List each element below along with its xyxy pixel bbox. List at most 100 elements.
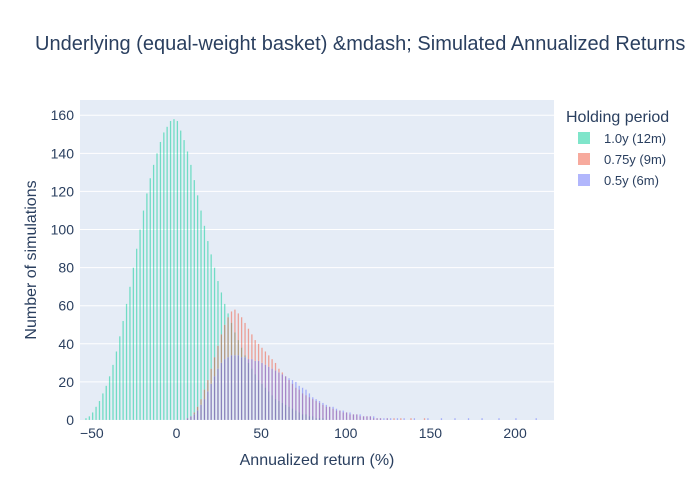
histogram-bars: [85, 118, 538, 421]
histogram-bar: [284, 376, 287, 421]
legend-items: 1.0y (12m) 0.75y (9m) 0.5y (6m): [578, 131, 666, 188]
histogram-bar: [95, 406, 97, 421]
histogram-bar: [410, 418, 412, 421]
histogram-bar: [183, 139, 185, 421]
histogram-bar: [200, 404, 202, 421]
histogram-bar: [379, 418, 382, 421]
histogram-bar: [162, 132, 165, 421]
histogram-bar: [295, 381, 297, 421]
histogram-bar: [349, 412, 351, 421]
histogram-bar: [223, 358, 226, 421]
histogram-bar: [108, 376, 111, 421]
histogram-bar: [366, 416, 368, 421]
x-tick-label: 200: [503, 425, 527, 441]
histogram-bar: [383, 418, 385, 421]
histogram-bar: [467, 418, 470, 421]
legend-item[interactable]: 0.5y (6m): [578, 173, 659, 188]
histogram-bar: [318, 400, 321, 421]
x-tick-label: −50: [80, 425, 104, 441]
histogram-bar: [196, 410, 199, 421]
histogram-bar: [169, 120, 172, 421]
legend: Holding period 1.0y (12m) 0.75y (9m) 0.5y …: [566, 109, 669, 188]
legend-swatch: [578, 174, 590, 186]
y-gridlines: [80, 114, 554, 383]
histogram-bar: [186, 418, 189, 421]
histogram-bar: [217, 368, 219, 421]
y-axis-ticks: 0 20 40 60 80 100 120 140 160: [51, 107, 75, 428]
histogram-bar: [396, 418, 399, 421]
histogram-bar: [372, 416, 375, 421]
chart-title: Underlying (equal-weight basket) &mdash;…: [35, 33, 685, 55]
y-tick-label: 120: [51, 183, 75, 199]
histogram-bar: [281, 374, 284, 421]
histogram-bar: [179, 130, 182, 421]
legend-item[interactable]: 1.0y (12m): [578, 131, 666, 146]
legend-swatch: [578, 132, 590, 144]
histogram-bar: [345, 412, 348, 421]
legend-swatch: [578, 153, 590, 165]
histogram-bar: [440, 418, 443, 421]
histogram-bar: [190, 416, 192, 421]
y-tick-label: 160: [51, 107, 75, 123]
histogram-bar: [88, 416, 91, 421]
histogram-bar: [135, 248, 138, 421]
series-0-bars: [85, 118, 324, 421]
histogram-bar: [122, 320, 124, 421]
histogram-bar: [389, 418, 392, 421]
histogram-bar: [535, 418, 538, 421]
histogram-bar: [152, 164, 155, 421]
histogram-bar: [339, 410, 341, 421]
histogram-bar: [376, 418, 378, 421]
histogram-bar: [166, 126, 169, 421]
histogram-bar: [515, 418, 517, 421]
histogram-bar: [98, 400, 101, 421]
histogram-bar: [203, 398, 206, 421]
histogram-bar: [278, 372, 280, 421]
histogram-bar: [369, 416, 372, 421]
histogram-bar: [227, 357, 229, 421]
histogram-bar: [196, 195, 199, 421]
histogram-bar: [359, 414, 361, 421]
histogram-bar: [427, 418, 429, 421]
histogram-bar: [91, 412, 94, 421]
histogram-bar: [149, 178, 152, 421]
histogram-bar: [413, 418, 416, 421]
histogram-bar: [291, 379, 294, 421]
histogram-bar: [399, 418, 402, 421]
histogram-bar: [393, 418, 395, 421]
y-tick-label: 80: [58, 260, 74, 276]
histogram-bar: [386, 418, 389, 421]
histogram-bar: [352, 414, 355, 421]
histogram-bar: [200, 210, 202, 421]
histogram-bar: [308, 393, 311, 421]
histogram-bar: [193, 414, 196, 421]
histogram-bar: [311, 397, 314, 421]
histogram-bar: [240, 357, 243, 421]
histogram-bar: [335, 408, 338, 421]
histogram-bar: [261, 362, 263, 421]
histogram-bar: [102, 393, 104, 421]
x-tick-label: 0: [173, 425, 181, 441]
legend-item[interactable]: 0.75y (9m): [578, 152, 666, 167]
histogram-bar: [267, 366, 270, 421]
histogram-bar: [146, 193, 148, 421]
x-tick-label: 100: [334, 425, 358, 441]
legend-title: Holding period: [566, 109, 669, 126]
histogram-bar: [186, 151, 189, 421]
histogram-bar: [481, 418, 483, 421]
histogram-bar: [173, 118, 175, 421]
histogram-bar: [322, 402, 324, 421]
x-axis-ticks: −50 0 50 100 150 200: [80, 425, 527, 441]
histogram-bar: [115, 351, 118, 421]
histogram-bar: [328, 406, 331, 421]
histogram-bar: [105, 385, 108, 421]
histogram-bar: [315, 398, 317, 421]
histogram-bar: [213, 376, 216, 421]
histogram-bar: [274, 370, 277, 421]
histogram-bar: [85, 418, 87, 421]
histogram-bar: [193, 179, 196, 421]
histogram-bar: [264, 364, 267, 421]
histogram-bar: [298, 385, 301, 421]
histogram-bar: [139, 229, 141, 421]
